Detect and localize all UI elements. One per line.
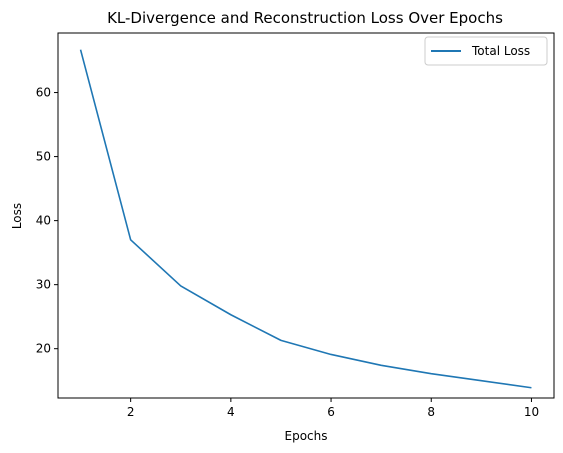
y-axis-label: Loss: [10, 203, 24, 229]
plot-area: 2 4 6 8 10 20 30 40 50 60: [36, 32, 555, 419]
x-tick-label: 2: [127, 405, 135, 419]
y-axis-ticks: 20 30 40 50 60: [36, 86, 58, 356]
series-line-0: [79, 49, 532, 389]
x-tick-label: 4: [227, 405, 235, 419]
x-axis-label: Epochs: [285, 429, 328, 443]
x-tick-label: 8: [427, 405, 435, 419]
legend-label-total-loss: Total Loss: [471, 44, 530, 58]
y-tick-label: 60: [36, 86, 51, 100]
x-tick-label: 6: [327, 405, 335, 419]
legend-box: [424, 36, 548, 66]
plot-frame: [57, 32, 555, 399]
series-layer: [79, 49, 532, 389]
y-tick-label: 30: [36, 278, 51, 292]
x-tick-label: 10: [524, 405, 539, 419]
x-axis-ticks: 2 4 6 8 10: [127, 398, 539, 419]
chart-title: KL-Divergence and Reconstruction Loss Ov…: [107, 9, 503, 27]
y-tick-label: 40: [36, 214, 51, 228]
y-tick-label: 20: [36, 342, 51, 356]
y-tick-label: 50: [36, 150, 51, 164]
legend: Total Loss: [424, 36, 548, 66]
